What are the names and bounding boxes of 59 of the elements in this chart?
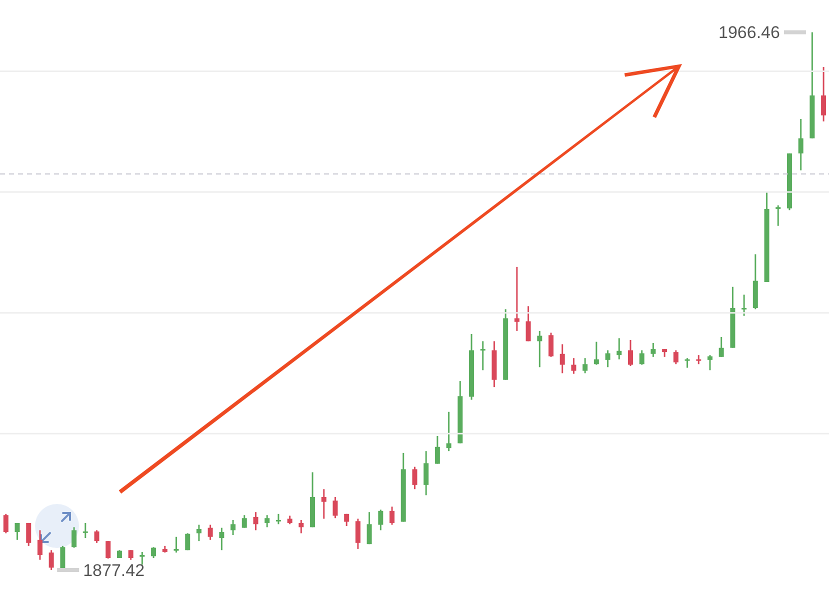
candlestick (616, 337, 622, 360)
candlestick (412, 466, 418, 490)
candlestick (639, 350, 644, 366)
candlestick (264, 514, 270, 528)
candlestick (480, 340, 486, 371)
candlestick (446, 411, 452, 452)
candlestick (140, 551, 145, 566)
candlestick (332, 496, 338, 519)
candlestick (537, 330, 542, 368)
candlestick (219, 527, 224, 551)
candlestick (378, 508, 384, 531)
candlestick (344, 513, 350, 527)
candlestick (424, 450, 429, 496)
candlestick (742, 294, 747, 317)
candlestick (94, 529, 100, 544)
candlestick (366, 511, 372, 545)
candlestick (37, 529, 42, 561)
candlestick (390, 506, 395, 526)
candlestick (560, 343, 565, 374)
annotation: 1877.42 (83, 560, 145, 580)
candlestick (298, 519, 304, 534)
candlestick (72, 526, 77, 548)
candlestick (673, 350, 678, 365)
candlestick (321, 488, 326, 520)
candlestick (696, 354, 702, 365)
candlestick (26, 522, 32, 547)
candlestick (276, 513, 281, 525)
candlestick (242, 514, 247, 529)
candlestick (605, 350, 610, 368)
candlestick (151, 546, 156, 559)
candlestick (707, 354, 712, 371)
candlestick (571, 357, 576, 375)
candlestick (514, 266, 520, 332)
candlestick (60, 545, 66, 570)
candlestick (3, 513, 8, 534)
annotation: 1966.46 (718, 23, 780, 42)
candlestick (718, 336, 724, 358)
candlestick (684, 357, 690, 369)
candlestick (14, 522, 20, 541)
candlestick (821, 66, 826, 122)
candlestick (628, 339, 633, 367)
candlestick (776, 204, 781, 227)
candlestick (82, 522, 88, 539)
candlestick (582, 357, 588, 374)
candlestick (253, 511, 258, 531)
candlestick (548, 332, 554, 358)
candlestick (650, 342, 656, 358)
candlestick (434, 435, 440, 465)
candlestick (526, 305, 531, 342)
candlestick (106, 540, 111, 560)
candlestick (230, 519, 236, 536)
candlestick (208, 524, 213, 541)
candlestick (798, 118, 804, 172)
candlestick (185, 532, 190, 551)
candlestick (594, 341, 599, 366)
candlestick (355, 518, 360, 550)
candlestick (196, 524, 202, 542)
candlestick (128, 549, 134, 561)
candlestick (48, 549, 54, 571)
